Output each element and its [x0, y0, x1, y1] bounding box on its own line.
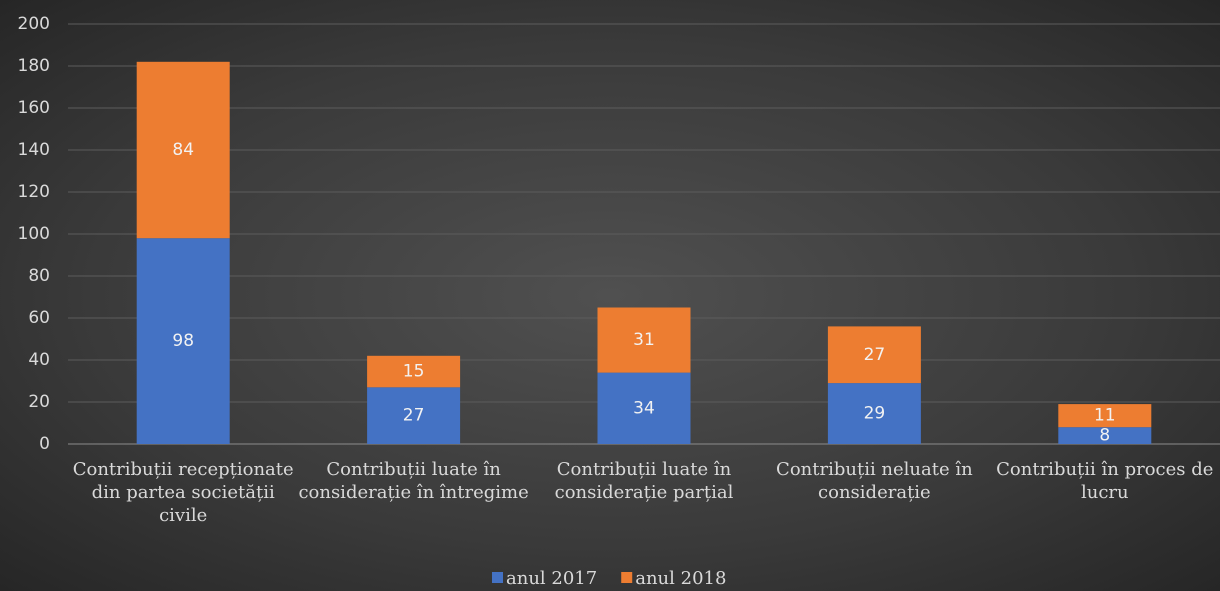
value-label: 27 [864, 345, 886, 365]
legend-label: anul 2018 [635, 568, 726, 589]
bar-segment [1058, 427, 1152, 444]
bar-segment [827, 383, 921, 444]
bar-segment [136, 238, 230, 444]
y-tick-label: 100 [18, 224, 50, 244]
y-tick-label: 20 [28, 392, 50, 412]
y-tick-label: 60 [28, 308, 50, 328]
value-label: 98 [172, 331, 194, 351]
x-tick-label: Contribuții neluate în considerație [776, 459, 973, 503]
y-tick-label: 140 [18, 140, 50, 160]
y-tick-label: 0 [39, 434, 50, 454]
value-label: 15 [403, 362, 425, 382]
legend-swatch [621, 572, 633, 583]
y-tick-label: 80 [28, 266, 50, 286]
legend-label: anul 2017 [506, 568, 597, 589]
value-label: 27 [403, 406, 425, 426]
bar-segment [367, 355, 461, 388]
y-tick-label: 180 [18, 56, 50, 76]
value-label: 11 [1094, 406, 1116, 426]
x-tick-label: Contribuții luate în considerație parția… [554, 459, 734, 503]
value-label: 29 [864, 404, 886, 424]
value-label: 34 [633, 398, 655, 418]
x-tick-label: Contribuții recepționate din partea soci… [72, 459, 294, 526]
value-label: 8 [1099, 426, 1110, 446]
x-tick-label: Contribuții luate în considerație în înt… [298, 459, 529, 503]
y-tick-label: 200 [18, 14, 50, 34]
bar-segment [1058, 404, 1152, 428]
y-tick-label: 120 [18, 182, 50, 202]
y-tick-label: 40 [28, 350, 50, 370]
value-label: 31 [633, 330, 655, 350]
bar-segment [827, 326, 921, 384]
legend-swatch [492, 572, 503, 583]
bar-segment [597, 307, 691, 373]
bar-segment [367, 387, 461, 444]
y-tick-label: 160 [18, 98, 50, 118]
value-label: 84 [172, 140, 194, 160]
x-tick-label: Contribuții în proces de lucru [996, 459, 1214, 503]
bar-segment [597, 372, 691, 444]
bar-segment [136, 61, 230, 239]
